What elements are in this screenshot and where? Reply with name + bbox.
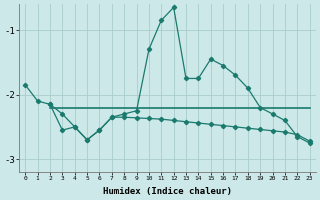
X-axis label: Humidex (Indice chaleur): Humidex (Indice chaleur) <box>103 187 232 196</box>
